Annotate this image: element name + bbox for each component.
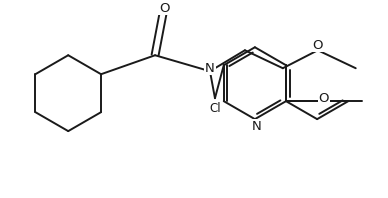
Text: N: N — [252, 120, 262, 133]
Text: O: O — [313, 39, 323, 52]
Text: Cl: Cl — [209, 102, 221, 115]
Text: O: O — [159, 2, 169, 15]
Text: O: O — [319, 92, 329, 105]
Text: N: N — [205, 62, 215, 75]
